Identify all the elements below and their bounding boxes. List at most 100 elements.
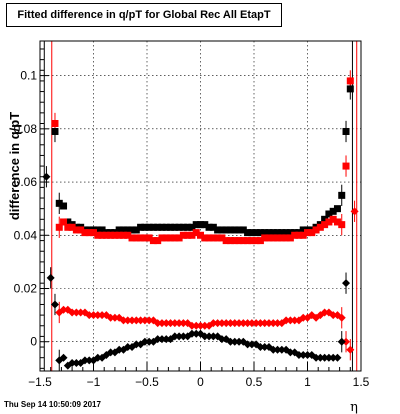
- data-point: [123, 316, 132, 325]
- data-point: [342, 279, 351, 288]
- data-point: [342, 337, 351, 346]
- data-point: [261, 229, 269, 237]
- data-point: [98, 311, 107, 320]
- data-point: [128, 316, 137, 325]
- data-point: [222, 319, 231, 328]
- data-point: [214, 226, 222, 234]
- data-point: [132, 234, 140, 242]
- data-point: [261, 234, 269, 242]
- data-point: [325, 218, 333, 226]
- x-tick-label: −0.5: [135, 375, 159, 389]
- data-point: [265, 234, 273, 242]
- data-point: [175, 223, 183, 231]
- data-point: [149, 223, 157, 231]
- data-point: [200, 321, 209, 330]
- data-point: [230, 319, 239, 328]
- data-point: [157, 335, 166, 344]
- data-point: [55, 223, 63, 231]
- data-point: [304, 229, 311, 237]
- data-point: [68, 223, 76, 231]
- data-point: [149, 237, 157, 245]
- data-point: [55, 199, 63, 207]
- data-point: [320, 353, 329, 362]
- data-point: [269, 234, 277, 242]
- data-point: [291, 231, 299, 239]
- data-point: [338, 191, 346, 199]
- data-point: [256, 343, 265, 352]
- data-point: [175, 234, 183, 242]
- data-point: [346, 77, 354, 85]
- data-point: [154, 237, 162, 245]
- y-tick-label: 0.06: [14, 175, 38, 189]
- data-point: [94, 231, 102, 239]
- data-point: [286, 234, 294, 242]
- data-point: [248, 237, 256, 245]
- data-point: [209, 319, 218, 328]
- x-tick-label: 1.5: [353, 375, 370, 389]
- data-point: [286, 229, 294, 237]
- data-point: [201, 221, 209, 229]
- data-point: [124, 226, 132, 234]
- data-point: [188, 231, 196, 239]
- data-point: [248, 229, 256, 237]
- data-point: [252, 237, 260, 245]
- data-point: [187, 321, 196, 330]
- data-point: [226, 319, 235, 328]
- boundary-lines: [43, 41, 358, 371]
- data-point: [214, 234, 222, 242]
- data-point: [179, 332, 188, 341]
- data-point: [312, 353, 321, 362]
- y-tick-label: 0.02: [14, 282, 38, 296]
- x-tick-label: −1: [87, 375, 101, 389]
- data-point: [230, 337, 239, 346]
- data-point: [200, 332, 209, 341]
- data-point: [239, 237, 247, 245]
- data-point: [141, 234, 149, 242]
- data-point: [158, 234, 166, 242]
- data-point: [137, 223, 145, 231]
- data-point: [299, 231, 307, 239]
- data-point: [166, 319, 175, 328]
- data-point: [269, 319, 278, 328]
- grid-lines: [40, 41, 361, 371]
- data-point: [244, 237, 252, 245]
- data-point: [325, 210, 333, 218]
- data-point: [209, 223, 217, 231]
- data-point: [282, 316, 291, 325]
- data-point: [110, 313, 119, 322]
- data-point: [93, 353, 102, 362]
- data-point: [256, 229, 264, 237]
- data-point: [85, 356, 94, 365]
- data-point: [197, 231, 204, 239]
- data-point: [243, 319, 252, 328]
- data-point: [235, 237, 243, 245]
- data-point: [192, 321, 201, 330]
- data-point: [154, 223, 162, 231]
- data-point: [235, 337, 244, 346]
- data-point: [51, 120, 59, 127]
- data-point: [278, 234, 286, 242]
- data-point: [290, 316, 299, 325]
- data-point: [321, 215, 329, 223]
- data-point: [282, 229, 290, 237]
- data-point: [316, 223, 324, 231]
- data-point: [170, 319, 179, 328]
- axis-ticks: [39, 48, 362, 371]
- data-point: [132, 340, 141, 349]
- data-point: [123, 343, 132, 352]
- data-point: [157, 319, 166, 328]
- x-axis-title: η: [350, 400, 358, 414]
- data-point: [184, 223, 192, 231]
- data-point: [76, 308, 85, 317]
- data-point: [187, 329, 196, 338]
- data-point: [282, 234, 290, 242]
- data-point: [222, 237, 230, 245]
- data-point: [85, 311, 94, 320]
- data-point: [247, 340, 256, 349]
- data-point: [102, 231, 110, 239]
- tick-labels: −1.5 −1 −0.5 0 0.5 1 1.5 0 0.02 0.04 0.06 0.08 0.1: [14, 69, 370, 389]
- data-point: [42, 172, 51, 181]
- data-point: [158, 223, 166, 231]
- data-point: [77, 226, 85, 234]
- data-point: [141, 223, 149, 231]
